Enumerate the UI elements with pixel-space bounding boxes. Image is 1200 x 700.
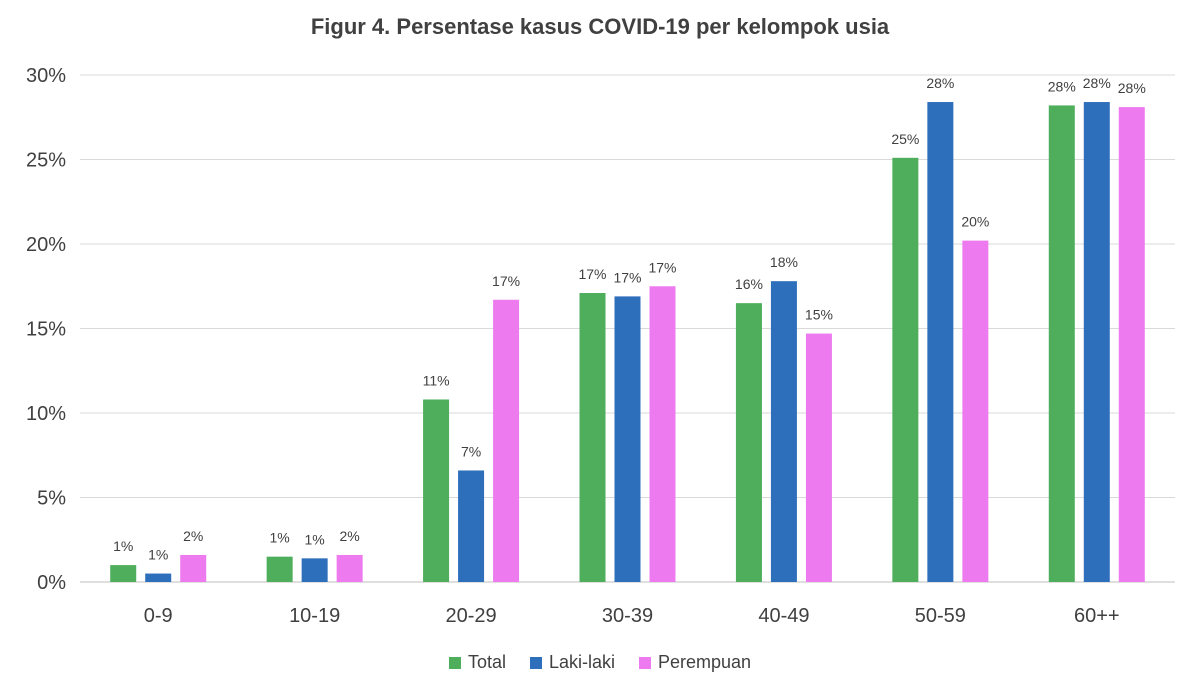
legend-label-total: Total — [467, 652, 506, 672]
bar-perempuan-4 — [805, 333, 832, 582]
y-tick-label: 15% — [26, 319, 66, 341]
bar-total-5 — [892, 157, 919, 582]
data-label: 2% — [340, 528, 360, 544]
bar-perempuan-3 — [649, 286, 676, 582]
data-label: 1% — [270, 530, 290, 546]
bar-perempuan-6 — [1118, 107, 1145, 583]
data-label: 17% — [492, 273, 520, 289]
bar-total-0 — [110, 565, 137, 582]
bar-laki-laki-4 — [770, 281, 797, 582]
data-label: 15% — [805, 307, 833, 323]
x-tick-label: 10-19 — [289, 605, 340, 627]
x-tick-label: 0-9 — [144, 605, 173, 627]
legend-label-laki-laki: Laki-laki — [548, 652, 615, 672]
data-label: 1% — [113, 538, 133, 554]
bar-laki-laki-2 — [458, 470, 485, 582]
data-label: 1% — [305, 531, 325, 547]
x-tick-label: 60++ — [1074, 605, 1120, 627]
chart-title: Figur 4. Persentase kasus COVID-19 per k… — [310, 14, 890, 39]
bar-laki-laki-3 — [614, 296, 641, 582]
x-tick-label: 40-49 — [758, 605, 809, 627]
legend-item-perempuan: Perempuan — [639, 652, 751, 673]
x-tick-label: 20-29 — [445, 605, 496, 627]
data-label: 7% — [461, 443, 481, 459]
bar-total-6 — [1048, 105, 1075, 583]
data-label: 17% — [648, 259, 676, 275]
data-label: 25% — [891, 131, 919, 147]
legend-label-perempuan: Perempuan — [658, 652, 752, 672]
bar-total-3 — [579, 293, 606, 582]
y-tick-label: 5% — [37, 488, 66, 510]
legend-item-total: Total — [448, 652, 506, 673]
bar-total-2 — [423, 399, 450, 582]
y-tick-label: 30% — [26, 65, 66, 87]
legend-swatch-total — [448, 656, 461, 669]
data-label: 16% — [735, 276, 763, 292]
x-tick-label: 30-39 — [602, 605, 653, 627]
bar-perempuan-0 — [180, 554, 207, 582]
bar-perempuan-5 — [962, 240, 989, 582]
legend-item-laki-laki: Laki-laki — [529, 652, 615, 673]
y-tick-label: 25% — [26, 150, 66, 172]
bar-total-4 — [735, 303, 762, 582]
legend-swatch-laki-laki — [529, 656, 542, 669]
data-label: 28% — [926, 75, 954, 91]
y-tick-label: 20% — [26, 234, 66, 256]
bar-laki-laki-1 — [301, 558, 328, 582]
chart-legend: Total Laki-laki Perempuan — [0, 652, 1200, 673]
y-tick-label: 10% — [26, 403, 66, 425]
data-label: 18% — [770, 254, 798, 270]
bar-perempuan-1 — [336, 554, 363, 582]
bar-laki-laki-5 — [927, 102, 954, 582]
data-label: 17% — [613, 269, 641, 285]
data-label: 28% — [1083, 75, 1111, 91]
data-label: 11% — [423, 372, 450, 388]
data-label: 17% — [578, 266, 606, 282]
data-label: 28% — [1118, 80, 1146, 96]
y-tick-label: 0% — [37, 572, 66, 594]
bar-laki-laki-6 — [1083, 102, 1110, 582]
data-label: 1% — [148, 547, 168, 563]
legend-swatch-perempuan — [639, 656, 651, 669]
bar-laki-laki-0 — [145, 573, 172, 582]
bar-perempuan-2 — [493, 299, 520, 582]
x-tick-label: 50-59 — [915, 605, 966, 627]
data-label: 28% — [1048, 78, 1076, 94]
data-label: 2% — [183, 528, 203, 544]
bar-total-1 — [266, 556, 293, 582]
data-label: 20% — [961, 214, 989, 230]
